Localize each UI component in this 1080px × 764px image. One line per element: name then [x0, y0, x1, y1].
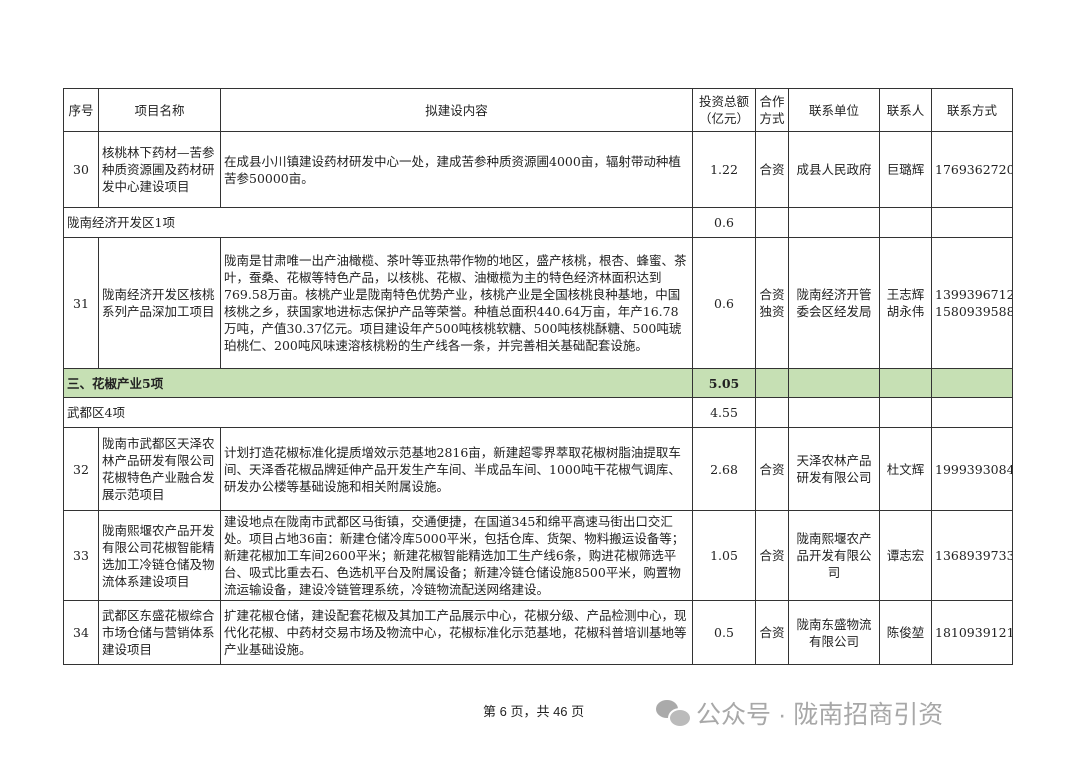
empty-cell [755, 207, 789, 238]
investment-amount: 1.22 [692, 131, 756, 208]
group-label: 三、花椒产业5项 [63, 368, 693, 398]
cooperation-mode: 合资 独资 [755, 237, 789, 369]
project-name: 陇南熙堰农产品开发有限公司花椒智能精选加工冷链仓储及物流体系建设项目 [98, 510, 221, 601]
project-content: 在成县小川镇建设药材研发中心一处，建成苦参种质资源圃4000亩，辐射带动种植苦参… [220, 131, 693, 208]
table-row: 32 陇南市武都区天泽农林产品研发有限公司花椒特色产业融合发展示范项目 计划打造花椒… [63, 427, 1013, 511]
contact-phone: 13689397333 [931, 510, 1013, 601]
contact-phone: 18109391212 [931, 600, 1013, 665]
header-mode: 合作 方式 [755, 88, 789, 132]
header-no: 序号 [63, 88, 99, 132]
table-row: 34 武都区东盛花椒综合市场仓储与营销体系建设项目 扩建花椒仓储，建设配套花椒及其加… [63, 600, 1013, 665]
subtotal-row: 武都区4项 4.55 [63, 397, 1013, 428]
investment-amount: 0.5 [692, 600, 756, 665]
header-person: 联系人 [879, 88, 932, 132]
project-content: 建设地点在陇南市武都区马街镇，交通便捷，在国道345和绵平高速马街出口交汇处。项… [220, 510, 693, 601]
header-name: 项目名称 [98, 88, 221, 132]
empty-cell [755, 368, 789, 398]
empty-cell [755, 397, 789, 428]
cooperation-mode: 合资 [755, 131, 789, 208]
contact-person: 王志辉 胡永伟 [879, 237, 932, 369]
contact-phone: 13993967128 15809395885 [931, 237, 1013, 369]
header-phone: 联系方式 [931, 88, 1013, 132]
watermark: 公众号 · 陇南招商引资 [656, 695, 943, 731]
cooperation-mode: 合资 [755, 600, 789, 665]
empty-cell [788, 397, 880, 428]
header-unit: 联系单位 [788, 88, 880, 132]
project-name: 核桃林下药材—苦参种质资源圃及药材研发中心建设项目 [98, 131, 221, 208]
empty-cell [931, 397, 1013, 428]
project-content: 计划打造花椒标准化提质增效示范基地2816亩，新建超零界萃取花椒树脂油提取车间、… [220, 427, 693, 511]
group-amount: 0.6 [692, 207, 756, 238]
contact-unit: 天泽农林产品研发有限公司 [788, 427, 880, 511]
subtotal-row: 陇南经济开发区1项 0.6 [63, 207, 1013, 238]
empty-cell [931, 368, 1013, 398]
table-row: 33 陇南熙堰农产品开发有限公司花椒智能精选加工冷链仓储及物流体系建设项目 建设地点… [63, 510, 1013, 601]
header-amount: 投资总额 （亿元） [692, 88, 756, 132]
investment-amount: 2.68 [692, 427, 756, 511]
table-row: 30 核桃林下药材—苦参种质资源圃及药材研发中心建设项目 在成县小川镇建设药材研发中… [63, 131, 1013, 208]
empty-cell [931, 207, 1013, 238]
empty-cell [788, 368, 880, 398]
table-header-row: 序号 项目名称 拟建设内容 投资总额 （亿元） 合作 方式 联系单位 联系人 联… [63, 88, 1013, 132]
empty-cell [879, 368, 932, 398]
project-content: 扩建花椒仓储，建设配套花椒及其加工产品展示中心，花椒分级、产品检测中心，现代化花… [220, 600, 693, 665]
contact-unit: 陇南经济开管委会区经发局 [788, 237, 880, 369]
watermark-text: 公众号 · 陇南招商引资 [696, 701, 944, 729]
page-number: 第 6 页，共 46 页 [483, 704, 585, 719]
contact-unit: 陇南熙堰农产品开发有限公司 [788, 510, 880, 601]
contact-phone: 17693627203 [931, 131, 1013, 208]
investment-amount: 0.6 [692, 237, 756, 369]
empty-cell [879, 397, 932, 428]
header-content: 拟建设内容 [220, 88, 693, 132]
investment-amount: 1.05 [692, 510, 756, 601]
group-label: 陇南经济开发区1项 [63, 207, 693, 238]
contact-person: 谭志宏 [879, 510, 932, 601]
row-number: 34 [63, 600, 99, 665]
row-number: 32 [63, 427, 99, 511]
contact-person: 巨璐辉 [879, 131, 932, 208]
row-number: 33 [63, 510, 99, 601]
group-amount: 4.55 [692, 397, 756, 428]
project-name: 武都区东盛花椒综合市场仓储与营销体系建设项目 [98, 600, 221, 665]
contact-person: 杜文辉 [879, 427, 932, 511]
project-name: 陇南市武都区天泽农林产品研发有限公司花椒特色产业融合发展示范项目 [98, 427, 221, 511]
row-number: 31 [63, 237, 99, 369]
contact-unit: 陇南东盛物流有限公司 [788, 600, 880, 665]
group-amount: 5.05 [692, 368, 756, 398]
group-label: 武都区4项 [63, 397, 693, 428]
project-table: 序号 项目名称 拟建设内容 投资总额 （亿元） 合作 方式 联系单位 联系人 联… [63, 88, 1013, 665]
section-row: 三、花椒产业5项 5.05 [63, 368, 1013, 398]
contact-phone: 19993930840 [931, 427, 1013, 511]
contact-person: 陈俊堃 [879, 600, 932, 665]
row-number: 30 [63, 131, 99, 208]
table-row: 31 陇南经济开发区核桃系列产品深加工项目 陇南是甘肃唯一出产油橄榄、茶叶等亚热带作… [63, 237, 1013, 369]
project-content: 陇南是甘肃唯一出产油橄榄、茶叶等亚热带作物的地区，盛产核桃，根杏、蜂蜜、茶叶，蚕… [220, 237, 693, 369]
contact-unit: 成县人民政府 [788, 131, 880, 208]
wechat-icon [656, 698, 692, 728]
cooperation-mode: 合资 [755, 510, 789, 601]
empty-cell [788, 207, 880, 238]
empty-cell [879, 207, 932, 238]
cooperation-mode: 合资 [755, 427, 789, 511]
project-name: 陇南经济开发区核桃系列产品深加工项目 [98, 237, 221, 369]
